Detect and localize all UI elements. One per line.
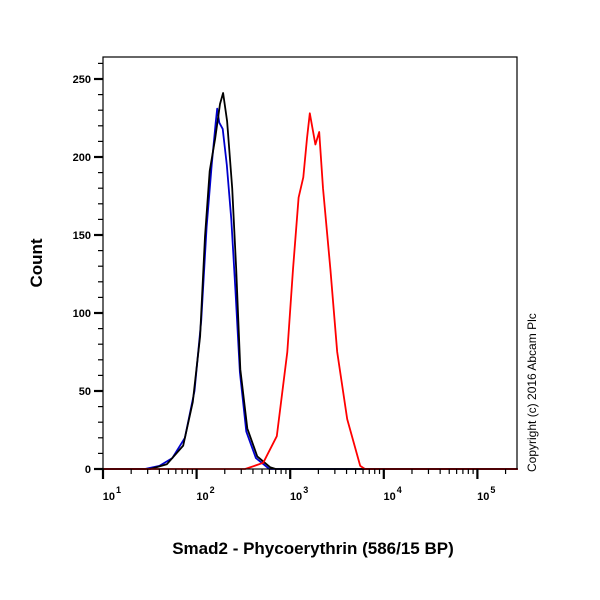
- x-tick-label: 10: [290, 491, 302, 503]
- series-line-0: [103, 107, 518, 470]
- x-tick-label: 10: [477, 491, 489, 503]
- x-tick-exponent: 4: [397, 485, 402, 495]
- plot-curves: [103, 92, 518, 470]
- y-tick-label: 250: [73, 74, 91, 86]
- y-axis: 0 50 100 150 200 250: [73, 62, 103, 476]
- x-tick-label: 10: [196, 491, 208, 503]
- x-tick-exponent: 5: [490, 485, 495, 495]
- y-tick-label: 50: [79, 386, 91, 398]
- series-line-1: [103, 92, 518, 470]
- x-tick-label: 10: [103, 491, 115, 503]
- x-tick-exponent: 2: [210, 485, 215, 495]
- x-axis-title: Smad2 - Phycoerythrin (586/15 BP): [172, 539, 454, 558]
- y-tick-label: 100: [73, 308, 91, 320]
- copyright-annotation: Copyright (c) 2016 Abcam Plc: [525, 313, 539, 472]
- x-tick-label: 10: [384, 491, 396, 503]
- y-tick-label: 150: [73, 230, 91, 242]
- x-tick-exponent: 1: [116, 485, 121, 495]
- x-tick-exponent: 3: [303, 485, 308, 495]
- plot-frame: [102, 56, 518, 470]
- series-line-2: [103, 112, 518, 470]
- y-tick-label: 0: [85, 464, 91, 476]
- y-tick-label: 200: [73, 152, 91, 164]
- y-axis-title: Count: [27, 238, 46, 287]
